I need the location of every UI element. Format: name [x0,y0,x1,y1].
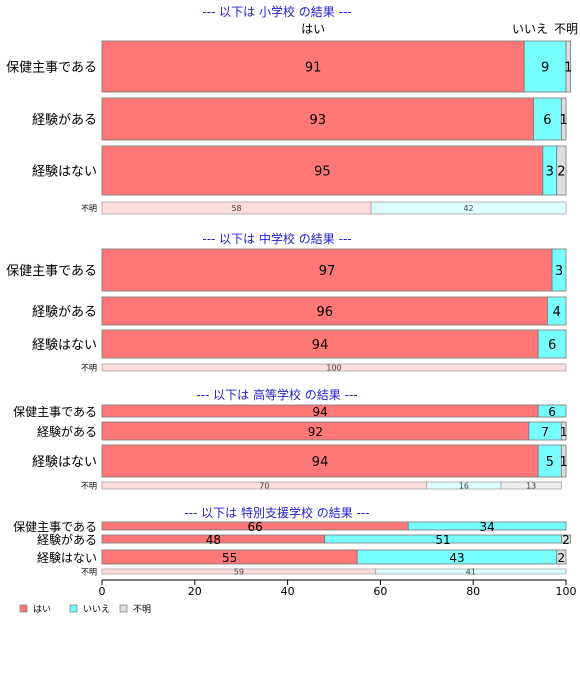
unknown-data-label: 41 [466,568,476,577]
data-label: 34 [479,520,494,534]
unknown-row-label: 不明 [81,364,97,373]
bar-segment [101,329,539,359]
data-label: 9 [541,61,549,76]
data-label: 91 [305,61,322,76]
bar-segment [101,296,548,326]
legend-label: いいえ [83,604,110,615]
row-label: 保健主事である [13,520,97,534]
bar-segment [523,40,567,93]
data-label: 1 [560,425,568,439]
unknown-data-label: 13 [526,482,536,491]
data-label: 2 [558,551,566,565]
unknown-data-label: 70 [259,482,269,491]
data-label: 1 [560,455,568,470]
x-tick-label: 60 [373,585,387,598]
data-label: 4 [553,305,561,320]
legend-swatch [119,604,128,613]
row-label: 経験がある [32,113,97,128]
row-label: 保健主事である [13,405,97,419]
unknown-bar-segment [370,201,567,215]
legend-label: 不明 [133,604,151,615]
data-label: 51 [435,533,450,547]
row-label: 経験がある [37,532,97,547]
x-tick-label: 0 [99,585,106,598]
unknown-row-label: 不明 [81,482,97,491]
bar-segment [565,40,572,93]
unknown-bar-segment [375,568,567,575]
unknown-data-label: 100 [326,364,341,373]
data-label: 5 [546,455,554,470]
unknown-data-label: 16 [459,482,469,491]
x-tick-label: 40 [281,585,295,598]
data-label: 1 [560,113,568,128]
row-label: 保健主事である [6,264,97,279]
bar-segment [537,329,567,359]
data-label: 94 [312,405,327,419]
data-label: 6 [548,338,556,353]
data-label: 3 [555,264,563,279]
column-header-yes: はい [301,22,325,36]
bar-segment [547,296,567,326]
row-label: 経験がある [32,305,97,320]
data-label: 3 [546,165,554,180]
row-label: 経験はない [32,165,97,180]
unknown-data-label: 42 [463,204,473,213]
bar-segment [537,404,567,418]
row-label: 経験はない [37,550,97,565]
bar-segment [551,248,567,292]
data-label: 43 [449,551,464,565]
unknown-row-label: 不明 [81,568,97,577]
data-label: 6 [548,405,556,419]
data-label: 95 [314,165,331,180]
panel-title: --- 以下は 特別支援学校 の結果 --- [184,505,369,520]
row-label: 経験がある [37,424,97,439]
bar-segment [560,421,567,441]
data-label: 66 [247,520,262,534]
data-label: 55 [222,551,237,565]
unknown-data-label: 58 [231,204,241,213]
data-label: 48 [206,533,221,547]
row-label: 経験はない [32,338,97,353]
bar-segment [556,145,567,196]
row-label: 経験はない [32,455,97,470]
column-header-unknown: 不明 [554,22,578,36]
data-label: 1 [564,61,572,76]
unknown-data-label: 59 [234,568,244,577]
x-tick-label: 100 [556,585,577,598]
bar-segment [560,534,572,544]
bar-segment [556,549,567,565]
panel-title: --- 以下は 中学校 の結果 --- [202,231,351,246]
legend-swatch [19,604,28,613]
panel-title: --- 以下は 小学校 の結果 --- [202,4,351,19]
bar-segment [101,40,525,93]
row-label: 保健主事である [6,61,97,76]
data-label: 7 [541,425,549,439]
bar-segment [101,145,544,196]
column-header-no: いいえ [512,22,548,36]
data-label: 2 [562,533,570,547]
bar-segment [560,444,567,478]
data-label: 96 [316,305,333,320]
legend-label: はい [33,604,51,615]
data-label: 97 [319,264,336,279]
unknown-bar-segment [101,363,567,372]
data-label: 2 [557,165,565,180]
bar-segment [560,97,567,141]
x-tick-label: 20 [188,585,202,598]
data-label: 94 [312,338,329,353]
bar-segment [101,444,539,478]
panel-title: --- 以下は 高等学校 の結果 --- [196,387,357,402]
legend-swatch [69,604,78,613]
data-label: 92 [308,425,323,439]
data-label: 93 [309,113,326,128]
x-tick-label: 80 [466,585,480,598]
bar-segment [407,521,567,531]
data-label: 94 [312,455,329,470]
unknown-bar-segment [500,481,562,490]
data-label: 6 [543,113,551,128]
bar-segment [101,248,553,292]
unknown-row-label: 不明 [81,204,97,213]
